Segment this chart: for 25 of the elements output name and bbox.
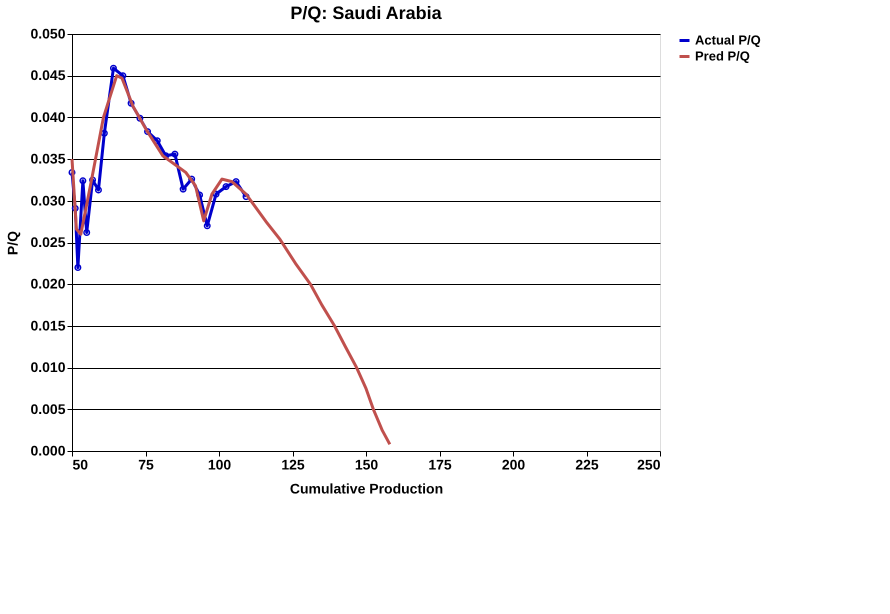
y-tick-label: 0.015 <box>30 317 66 334</box>
y-tick-label: 0.025 <box>30 234 66 250</box>
y-tick-label: 0.050 <box>30 26 66 42</box>
legend-label: Actual P/Q <box>695 32 761 48</box>
y-tick-label: 0.045 <box>30 67 66 84</box>
legend-label: Pred P/Q <box>695 48 750 64</box>
y-tick-label: 0.005 <box>30 400 66 417</box>
y-tick-label: 0.010 <box>30 359 66 376</box>
x-tick-label: 250 <box>637 456 661 472</box>
x-tick-label: 100 <box>208 456 232 472</box>
x-axis-title: Cumulative Production <box>290 480 444 496</box>
y-tick-label: 0.000 <box>30 442 66 458</box>
x-tick-label: 75 <box>138 456 154 472</box>
chart-title: P/Q: Saudi Arabia <box>290 3 443 23</box>
x-tick-label: 225 <box>575 456 599 472</box>
y-tick-label: 0.020 <box>30 276 66 292</box>
x-tick-label: 150 <box>354 456 378 472</box>
x-tick-label: 175 <box>428 456 452 472</box>
x-tick-label: 125 <box>281 456 305 472</box>
y-tick-label: 0.035 <box>30 150 66 167</box>
y-axis-title: P/Q <box>4 230 20 256</box>
y-tick-label: 0.030 <box>30 192 66 208</box>
x-tick-label: 200 <box>502 456 526 472</box>
x-tick-label: 50 <box>72 456 88 472</box>
y-tick-label: 0.040 <box>30 108 66 125</box>
